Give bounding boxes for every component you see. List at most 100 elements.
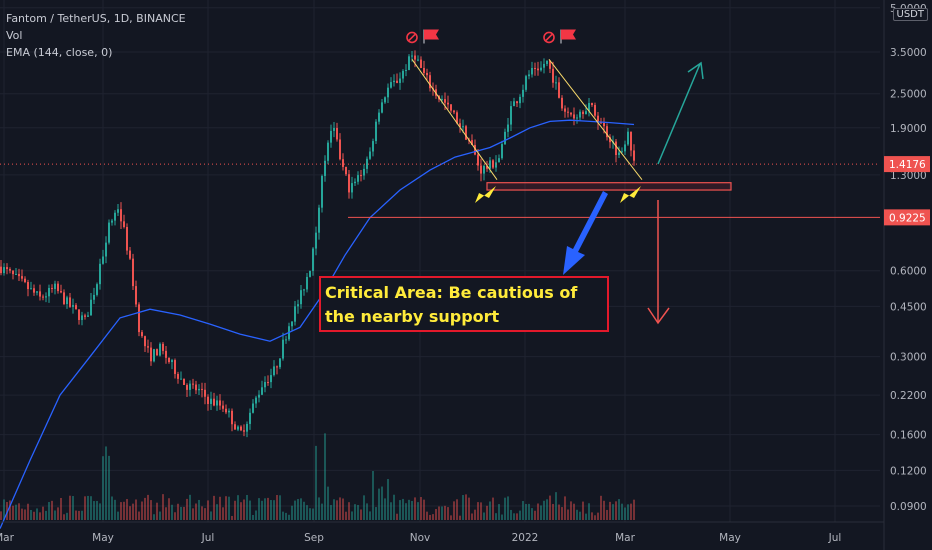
time-tick-label: Jul: [201, 532, 215, 544]
candlestick-series: [0, 50, 635, 438]
volume-bar: [117, 511, 119, 520]
candle-body: [273, 366, 275, 376]
candle-body: [159, 343, 161, 356]
candle-body: [555, 82, 557, 84]
candle-body: [204, 389, 206, 397]
volume-bar: [465, 494, 467, 520]
volume-bar: [240, 502, 242, 520]
candle-body: [348, 174, 350, 193]
candle-body: [627, 131, 629, 145]
volume-bar: [552, 503, 554, 520]
candle-body: [168, 357, 170, 363]
volume-bar: [342, 498, 344, 520]
candle-body: [318, 207, 320, 233]
price-tag: 0.9225: [884, 209, 930, 226]
candle-body: [297, 304, 299, 307]
currency-badge[interactable]: USDT: [892, 8, 928, 21]
candle-body: [54, 283, 56, 289]
volume-bar: [162, 494, 164, 520]
ema-legend[interactable]: EMA (144, close, 0): [6, 46, 113, 59]
volume-bar: [423, 499, 425, 520]
candle-body: [552, 68, 554, 83]
candle-body: [267, 382, 269, 384]
symbol-title[interactable]: Fantom / TetherUS, 1D, BINANCE: [6, 12, 186, 25]
candle-body: [225, 408, 227, 413]
candle-body: [87, 315, 89, 317]
volume-bar: [555, 492, 557, 520]
candle-body: [540, 67, 542, 71]
candle-body: [186, 384, 188, 390]
candle-body: [423, 67, 425, 73]
candle-body: [246, 423, 248, 432]
volume-bar: [630, 503, 632, 520]
bullish-arrow-head: [687, 61, 704, 80]
chart-legend: Fantom / TetherUS, 1D, BINANCE Vol EMA (…: [6, 10, 186, 61]
candle-body: [135, 286, 137, 305]
volume-legend[interactable]: Vol: [6, 29, 23, 42]
volume-bar: [186, 498, 188, 520]
volume-bar: [627, 504, 629, 520]
volume-bar: [339, 497, 341, 520]
volume-bar: [354, 504, 356, 520]
time-axis[interactable]: Mar May Jul Sep Nov 2022 Mar May Jul: [0, 521, 884, 544]
candle-body: [21, 276, 23, 279]
candle-body: [51, 287, 53, 289]
volume-bar: [441, 506, 443, 520]
volume-bar: [372, 470, 374, 520]
candle-body: [180, 378, 182, 380]
candle-body: [390, 82, 392, 88]
candle-body: [453, 110, 455, 113]
volume-bar: [306, 505, 308, 520]
trendline-right[interactable]: [548, 58, 643, 180]
candle-body: [216, 400, 218, 406]
trendline-left[interactable]: [411, 59, 498, 180]
candle-body: [315, 232, 317, 249]
candle-body: [336, 127, 338, 140]
candle-body: [480, 165, 482, 174]
candle-body: [354, 181, 356, 184]
volume-bar: [87, 495, 89, 520]
price-axis[interactable]: 5.00003.50002.50001.90001.30000.60000.45…: [883, 0, 927, 550]
support-zone[interactable]: [486, 182, 732, 191]
candle-body: [342, 159, 344, 167]
volume-bar: [459, 515, 461, 520]
candle-body: [405, 69, 407, 71]
candle-body: [306, 276, 308, 290]
volume-bar: [534, 510, 536, 520]
volume-bar: [612, 504, 614, 520]
candle-body: [606, 126, 608, 138]
candle-body: [189, 383, 191, 390]
volume-bar: [57, 507, 59, 520]
candle-body: [510, 106, 512, 125]
candle-body: [507, 124, 509, 132]
volume-bar: [327, 486, 329, 520]
candle-body: [210, 398, 212, 404]
volume-bar: [591, 512, 593, 520]
candle-body: [96, 284, 98, 295]
volume-bar: [30, 509, 32, 520]
volume-bar: [177, 503, 179, 520]
volume-bar: [543, 500, 545, 520]
volume-bar: [597, 512, 599, 520]
bullish-arrow[interactable]: [657, 63, 701, 165]
volume-bar: [603, 500, 605, 520]
volume-bar: [213, 495, 215, 520]
volume-bar: [531, 508, 533, 520]
volume-bar: [261, 500, 263, 520]
volume-bar: [588, 503, 590, 520]
candle-body: [321, 175, 323, 208]
candle-body: [12, 270, 14, 275]
candle-body: [564, 108, 566, 112]
time-tick-label: Mar: [0, 532, 15, 544]
candle-body: [207, 396, 209, 404]
candle-body: [156, 349, 158, 356]
candle-body: [396, 80, 398, 83]
volume-bar: [516, 513, 518, 520]
volume-bar: [102, 456, 104, 520]
candle-body: [24, 278, 26, 283]
candle-body: [174, 360, 176, 374]
candle-body: [177, 373, 179, 379]
volume-bar: [414, 497, 416, 520]
volume-bar: [288, 514, 290, 520]
